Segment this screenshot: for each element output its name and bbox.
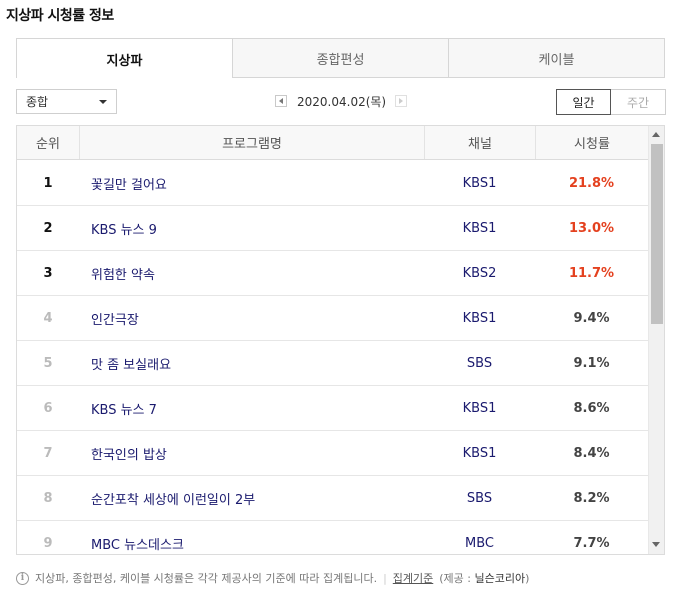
rating-cell: 21.8% [568,175,615,191]
footer-source: (제공 : 닐슨코리아) [439,570,529,586]
tab-terrestrial[interactable]: 지상파 [17,39,232,80]
footer-note: i 지상파, 종합편성, 케이블 시청률은 각각 제공사의 기준에 따라 집계됩… [16,570,529,586]
rank-cell: 7 [43,445,53,461]
rating-cell: 13.0% [568,220,615,236]
channel-cell: KBS1 [462,220,497,236]
footer-divider: | [383,571,387,585]
source-prefix: (제공 : [439,572,471,585]
table-row: 3 위험한 약속 KBS2 11.7% [17,251,648,296]
chevron-down-icon [99,100,107,104]
category-select-value: 종합 [26,95,49,109]
program-link[interactable]: KBS 뉴스 7 [91,402,157,418]
rank-cell: 3 [43,265,53,281]
header-rating: 시청률 [535,126,648,159]
table-row: 5 맛 좀 보실래요 SBS 9.1% [17,341,648,386]
rating-cell: 8.4% [573,445,610,461]
channel-cell: KBS1 [462,310,497,326]
category-tabs: 지상파 종합편성 케이블 [16,38,665,80]
channel-cell: MBC [465,536,494,551]
ratings-table: 순위 프로그램명 채널 시청률 1 꽃길만 걸어요 KBS1 21.8% 2 K… [16,125,665,555]
header-channel: 채널 [424,126,535,159]
footer-note-text: 지상파, 종합편성, 케이블 시청률은 각각 제공사의 기준에 따라 집계됩니다… [35,572,378,585]
scroll-down-arrow-icon[interactable] [652,542,660,547]
table-row: 1 꽃길만 걸어요 KBS1 21.8% [17,161,648,206]
rating-cell: 9.4% [573,310,610,326]
program-link[interactable]: 순간포착 세상에 이런일이 2부 [91,492,256,508]
period-toggle: 일간 주간 [556,89,666,115]
program-link[interactable]: 꽃길만 걸어요 [91,177,167,193]
next-date-button[interactable] [395,95,408,107]
program-link[interactable]: 인간극장 [91,312,139,328]
rank-cell: 5 [43,355,53,371]
channel-cell: SBS [466,490,493,506]
rank-cell: 1 [43,175,53,191]
rating-cell: 11.7% [568,265,615,281]
source-suffix: ) [525,572,530,585]
program-link[interactable]: 맛 좀 보실래요 [91,357,172,373]
channel-cell: KBS2 [462,265,497,281]
table-row: 2 KBS 뉴스 9 KBS1 13.0% [17,206,648,251]
weekly-button[interactable]: 주간 [611,89,666,115]
chevron-right-icon [399,98,404,104]
table-row: 6 KBS 뉴스 7 KBS1 8.6% [17,386,648,431]
channel-cell: KBS1 [462,175,497,191]
rating-cell: 8.6% [573,400,610,416]
prev-date-button[interactable] [275,95,287,107]
tab-cable[interactable]: 케이블 [448,39,664,77]
rank-cell: 8 [43,490,53,506]
criteria-link[interactable]: 집계기준 [392,572,434,585]
date-navigator: 2020.04.02(목) [275,92,408,110]
rating-cell: 7.7% [573,536,610,551]
info-icon: i [16,571,29,585]
rank-cell: 6 [43,400,53,416]
table-scrollbar[interactable] [648,126,664,554]
scroll-up-arrow-icon[interactable] [652,132,660,137]
program-link[interactable]: MBC 뉴스데스크 [91,538,184,553]
rating-cell: 9.1% [573,355,610,371]
program-link[interactable]: KBS 뉴스 9 [91,222,157,238]
current-date: 2020.04.02(목) [297,94,387,109]
header-rank: 순위 [36,137,60,152]
table-header: 순위 프로그램명 채널 시청률 [17,126,648,160]
channel-cell: KBS1 [462,400,497,416]
tab-general[interactable]: 종합편성 [232,39,448,77]
program-link[interactable]: 한국인의 밥상 [91,447,167,463]
rank-cell: 4 [43,310,53,326]
table-body: 1 꽃길만 걸어요 KBS1 21.8% 2 KBS 뉴스 9 KBS1 13.… [17,161,648,554]
category-select[interactable]: 종합 [16,89,117,114]
header-program: 프로그램명 [79,126,424,159]
chevron-left-icon [279,98,283,104]
rating-cell: 8.2% [573,490,610,506]
source-name: 닐슨코리아 [474,572,526,585]
table-row: 7 한국인의 밥상 KBS1 8.4% [17,431,648,476]
page-title: 지상파 시청률 정보 [6,8,114,24]
table-row: 8 순간포착 세상에 이런일이 2부 SBS 8.2% [17,476,648,521]
program-link[interactable]: 위험한 약속 [91,267,155,283]
channel-cell: KBS1 [462,445,497,461]
channel-cell: SBS [466,355,493,371]
rank-cell: 2 [43,220,53,236]
scrollbar-thumb[interactable] [651,144,663,324]
rank-cell: 9 [43,536,53,551]
table-row: 4 인간극장 KBS1 9.4% [17,296,648,341]
table-row: 9 MBC 뉴스데스크 MBC 7.7% [17,521,648,554]
daily-button[interactable]: 일간 [556,89,611,115]
